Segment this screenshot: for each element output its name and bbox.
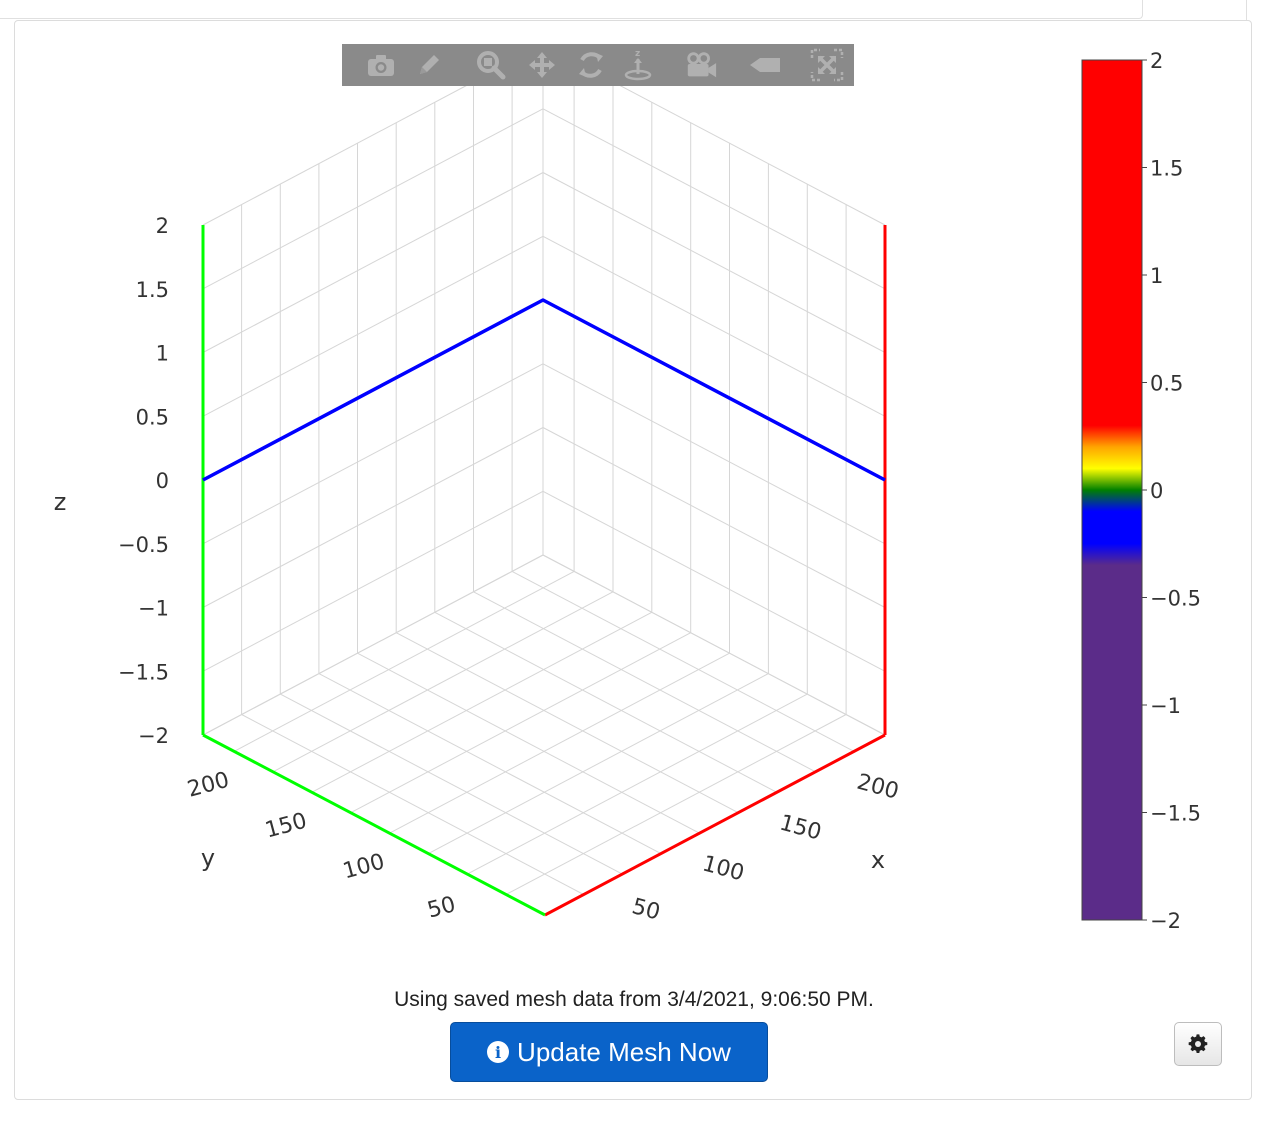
settings-button[interactable] bbox=[1174, 1022, 1222, 1066]
hover-label-icon[interactable] bbox=[748, 50, 782, 80]
status-message: Using saved mesh data from 3/4/2021, 9:0… bbox=[394, 988, 874, 1011]
pan-icon[interactable] bbox=[525, 50, 559, 80]
pencil-icon[interactable] bbox=[412, 50, 446, 80]
previous-panel-edge-right bbox=[1246, 0, 1247, 22]
previous-panel-edge bbox=[0, 0, 1143, 19]
turntable-rotation-icon[interactable]: z bbox=[621, 49, 655, 81]
update-mesh-button[interactable]: i Update Mesh Now bbox=[450, 1022, 768, 1082]
update-mesh-label: Update Mesh Now bbox=[517, 1036, 731, 1067]
mesh-card bbox=[14, 20, 1252, 1100]
svg-text:z: z bbox=[635, 49, 640, 59]
info-circle-icon: i bbox=[487, 1041, 510, 1063]
orbit-rotation-icon[interactable] bbox=[574, 50, 608, 80]
reset-camera-icon[interactable] bbox=[684, 50, 718, 80]
zoom-icon[interactable] bbox=[474, 50, 508, 80]
gear-icon bbox=[1188, 1034, 1208, 1053]
camera-icon[interactable] bbox=[364, 50, 398, 80]
fullscreen-icon[interactable] bbox=[810, 48, 844, 82]
plot-modebar: z bbox=[342, 44, 854, 86]
